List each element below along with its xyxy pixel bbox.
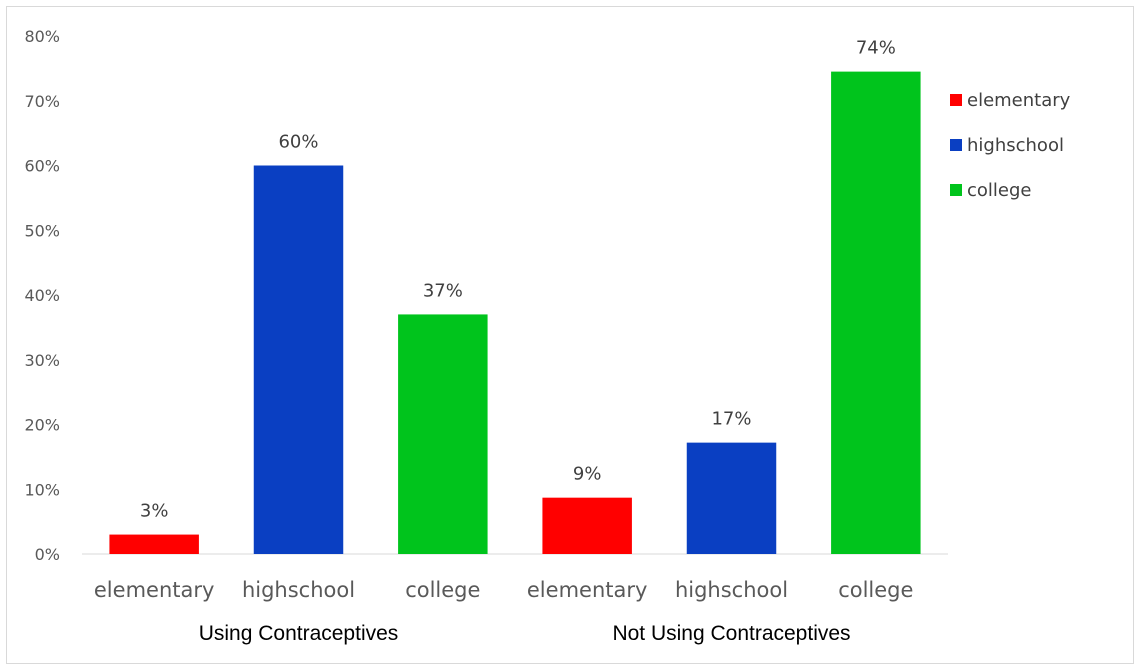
x-category-label: elementary <box>527 578 648 602</box>
x-category-label: highschool <box>242 578 355 602</box>
data-label: 60% <box>278 132 318 153</box>
x-category-label: elementary <box>94 578 215 602</box>
y-tick-label: 50% <box>24 221 60 240</box>
y-tick-label: 30% <box>24 351 60 370</box>
bar-college <box>398 314 488 554</box>
x-group-label: Not Using Contraceptives <box>612 622 850 645</box>
legend-swatch-college <box>950 184 962 196</box>
x-category-label: college <box>838 578 913 602</box>
legend-label: highschool <box>967 135 1064 156</box>
y-tick-label: 0% <box>35 545 60 564</box>
y-tick-label: 20% <box>24 416 60 435</box>
legend-label: elementary <box>967 90 1071 111</box>
x-group-label: Using Contraceptives <box>199 622 399 645</box>
bar-highschool <box>686 442 777 554</box>
y-tick-label: 10% <box>24 480 60 499</box>
y-tick-label: 70% <box>24 92 60 111</box>
data-label: 37% <box>423 280 463 301</box>
bar-highschool <box>253 165 344 554</box>
y-tick-label: 60% <box>24 157 60 176</box>
data-label: 9% <box>573 464 602 485</box>
y-tick-label: 80% <box>24 27 60 46</box>
data-label: 3% <box>140 501 169 522</box>
data-label: 17% <box>711 409 751 430</box>
data-label: 74% <box>856 38 896 59</box>
bar-elementary <box>109 534 199 554</box>
legend-swatch-elementary <box>950 94 962 106</box>
x-category-label: highschool <box>675 578 788 602</box>
legend-label: college <box>967 180 1032 201</box>
bar-college <box>831 71 921 555</box>
bar-elementary <box>542 497 632 554</box>
y-tick-label: 40% <box>24 286 60 305</box>
x-category-label: college <box>405 578 480 602</box>
legend-swatch-highschool <box>950 139 962 151</box>
